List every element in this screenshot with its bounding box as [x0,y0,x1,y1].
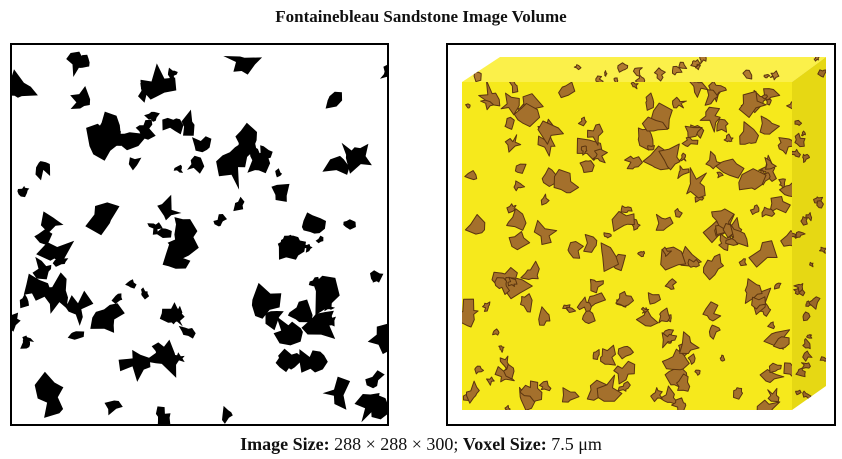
caption-label: Voxel Size: [463,434,547,454]
figure-panels [0,0,842,430]
page: {"title": "Fontainebleau Sandstone Image… [0,0,842,459]
caption-label: Image Size: [240,434,329,454]
caption-value: 7.5 μm [551,434,602,454]
caption-value: 288 × 288 × 300; [334,434,458,454]
pore [648,146,655,150]
figure-caption: Image Size: 288 × 288 × 300; Voxel Size:… [0,434,842,455]
pore [717,119,728,132]
pore [807,335,812,339]
